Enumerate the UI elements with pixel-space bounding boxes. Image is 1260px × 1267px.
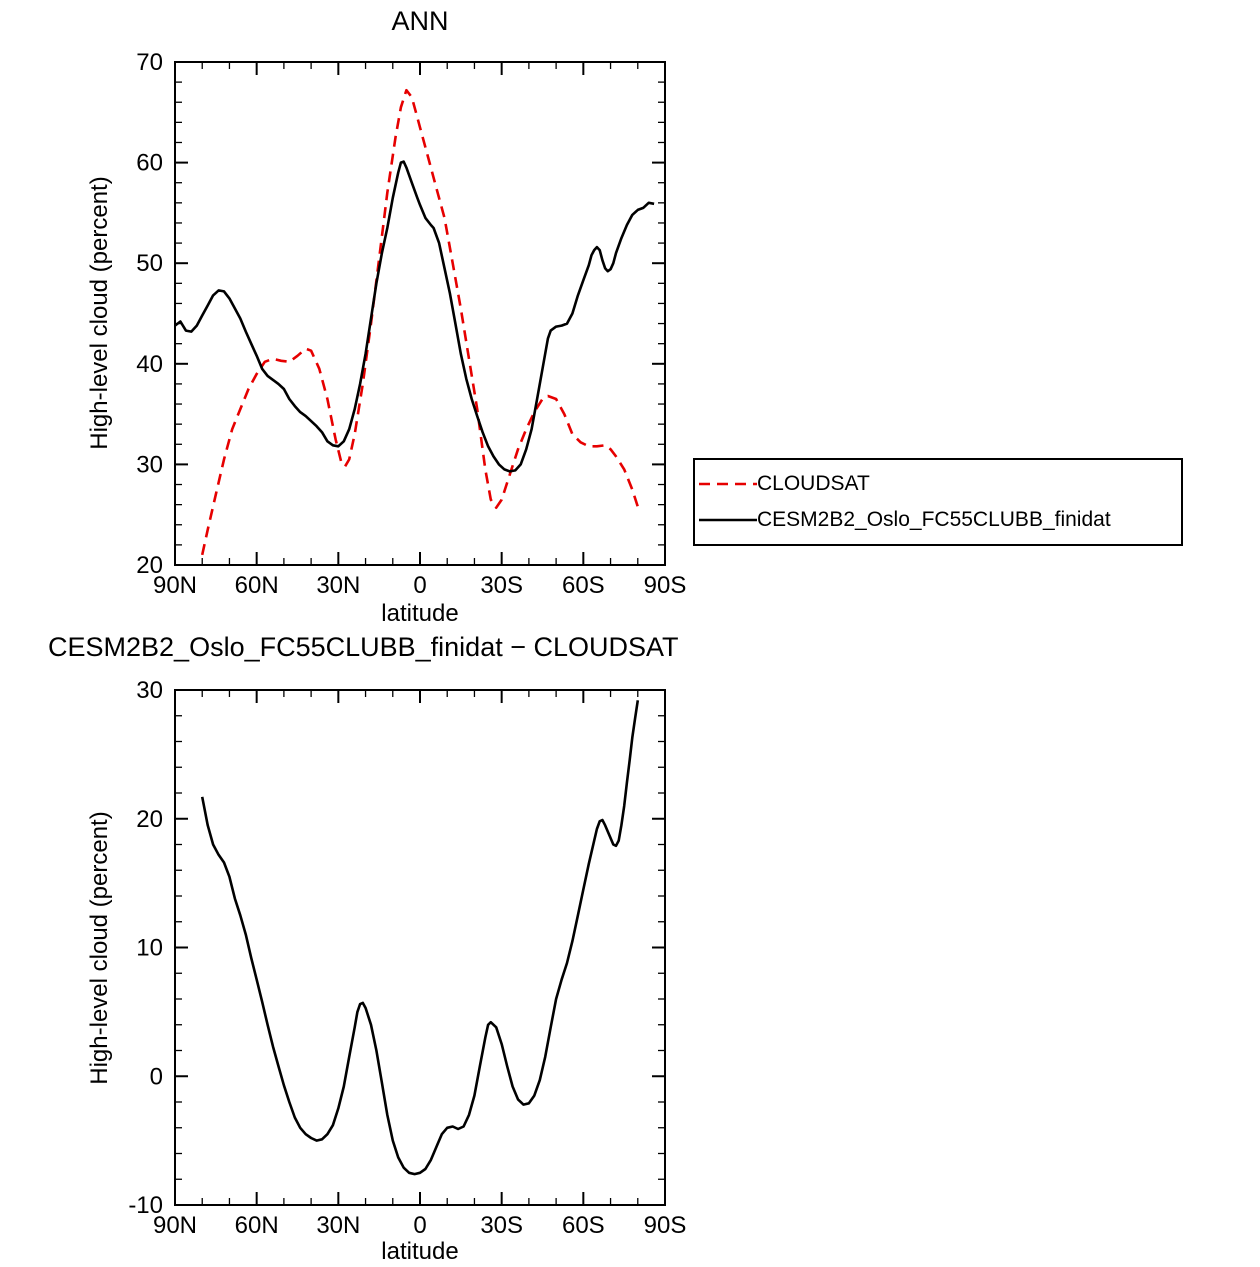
bottom-x-axis-label: latitude [381,1238,459,1265]
svg-text:30N: 30N [316,1212,360,1239]
svg-text:90N: 90N [153,572,197,599]
bottom-y-axis-label: High-level cloud (percent) [86,811,113,1085]
svg-text:0: 0 [150,1063,163,1090]
svg-text:0: 0 [413,1212,426,1239]
svg-text:10: 10 [136,935,163,962]
top-chart-title: ANN [391,6,449,36]
legend: CLOUDSAT CESM2B2_Oslo_FC55CLUBB_finidat [693,458,1183,546]
svg-text:0: 0 [413,572,426,599]
bottom-chart-title: CESM2B2_Oslo_FC55CLUBB_finidat − CLOUDSA… [48,632,679,662]
legend-item-cloudsat: CLOUDSAT [695,472,1181,496]
svg-text:60S: 60S [562,1212,605,1239]
legend-item-model: CESM2B2_Oslo_FC55CLUBB_finidat [695,508,1181,532]
svg-text:40: 40 [136,351,163,378]
model-line-sample [699,518,757,522]
svg-text:60: 60 [136,150,163,177]
legend-label-model: CESM2B2_Oslo_FC55CLUBB_finidat [757,508,1111,531]
top-x-axis-label: latitude [381,600,459,627]
svg-text:20: 20 [136,552,163,579]
cloudsat-line-sample [699,482,757,486]
svg-text:20: 20 [136,806,163,833]
svg-text:30: 30 [136,677,163,704]
svg-text:60S: 60S [562,572,605,599]
svg-text:30S: 30S [480,1212,523,1239]
svg-text:90N: 90N [153,1212,197,1239]
svg-text:30S: 30S [480,572,523,599]
svg-text:60N: 60N [235,1212,279,1239]
svg-text:30: 30 [136,451,163,478]
svg-text:90S: 90S [644,1212,687,1239]
top-y-axis-label: High-level cloud (percent) [86,176,113,450]
svg-text:-10: -10 [128,1192,163,1219]
legend-label-cloudsat: CLOUDSAT [757,472,870,495]
svg-text:50: 50 [136,250,163,277]
svg-text:90S: 90S [644,572,687,599]
svg-text:60N: 60N [235,572,279,599]
svg-text:70: 70 [136,49,163,76]
svg-text:30N: 30N [316,572,360,599]
